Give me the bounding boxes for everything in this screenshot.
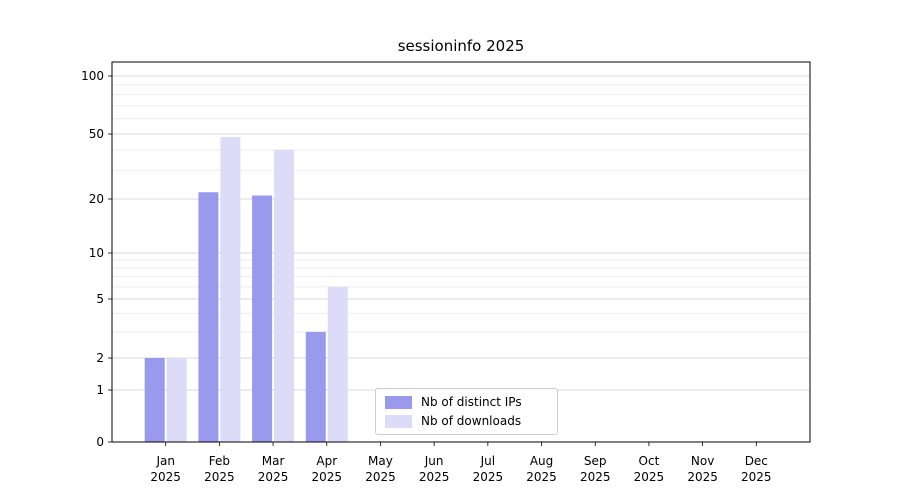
- bar-nb-of-distinct-ips-jan: [144, 358, 165, 442]
- legend-swatch-distinct-ips: [385, 395, 412, 409]
- y-tick-label-20: 20: [89, 192, 104, 206]
- legend-swatch-downloads: [385, 414, 412, 428]
- bar-nb-of-downloads-apr: [327, 286, 348, 442]
- x-tick-label-feb: Feb 2025: [204, 454, 235, 484]
- x-tick-label-mar: Mar 2025: [258, 454, 289, 484]
- y-tick-label-10: 10: [89, 246, 104, 260]
- legend-item-downloads: Nb of downloads: [385, 414, 548, 428]
- y-tick-label-100: 100: [81, 69, 104, 83]
- axis-frame: [111, 61, 811, 443]
- x-tick-label-jun: Jun 2025: [419, 454, 450, 484]
- bar-nb-of-downloads-feb: [220, 136, 241, 442]
- bar-nb-of-downloads-jan: [166, 358, 187, 442]
- x-tick-label-sep: Sep 2025: [580, 454, 611, 484]
- legend-label-downloads: Nb of downloads: [421, 414, 522, 428]
- x-tick-label-nov: Nov 2025: [687, 454, 718, 484]
- bar-nb-of-distinct-ips-feb: [198, 192, 219, 442]
- x-tick-label-aug: Aug 2025: [526, 454, 557, 484]
- y-tick-label-0: 0: [96, 435, 104, 449]
- legend: Nb of distinct IPs Nb of downloads: [375, 388, 558, 435]
- x-tick-label-dec: Dec 2025: [741, 454, 772, 484]
- x-tick-label-jul: Jul 2025: [473, 454, 504, 484]
- legend-item-distinct-ips: Nb of distinct IPs: [385, 395, 548, 409]
- legend-label-distinct-ips: Nb of distinct IPs: [421, 395, 522, 409]
- x-tick-label-may: May 2025: [365, 454, 396, 484]
- y-tick-label-50: 50: [89, 127, 104, 141]
- y-tick-label-1: 1: [96, 383, 104, 397]
- bar-nb-of-downloads-mar: [274, 149, 295, 442]
- bar-nb-of-distinct-ips-apr: [305, 331, 326, 442]
- x-tick-label-apr: Apr 2025: [311, 454, 342, 484]
- chart-title: sessioninfo 2025: [397, 37, 525, 55]
- y-tick-label-2: 2: [96, 351, 104, 365]
- x-tick-label-jan: Jan 2025: [150, 454, 181, 484]
- y-tick-label-5: 5: [96, 292, 104, 306]
- bar-nb-of-distinct-ips-mar: [252, 195, 273, 442]
- x-tick-label-oct: Oct 2025: [634, 454, 665, 484]
